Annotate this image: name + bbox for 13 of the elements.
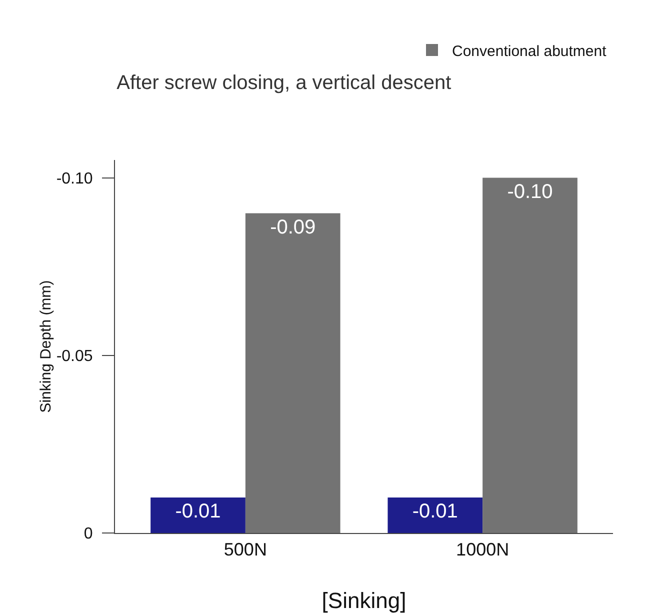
data-label: -0.01 (412, 500, 458, 522)
data-label: -0.09 (270, 216, 316, 238)
data-label: -0.10 (507, 180, 553, 203)
y-tick-label: 0 (84, 526, 93, 543)
y-tick-label: -0.05 (56, 348, 93, 365)
chart-title: After screw closing, a vertical descent (116, 72, 452, 94)
data-label: -0.01 (175, 500, 221, 522)
y-axis-title: Sinking Depth (mm) (37, 280, 54, 413)
x-tick-label: 500N (224, 540, 267, 560)
x-tick-label: 1000N (456, 540, 510, 560)
y-tick-label: -0.10 (56, 170, 93, 188)
legend-label: Conventional abutment (452, 42, 608, 60)
x-axis-title: [Sinking] (322, 588, 406, 613)
